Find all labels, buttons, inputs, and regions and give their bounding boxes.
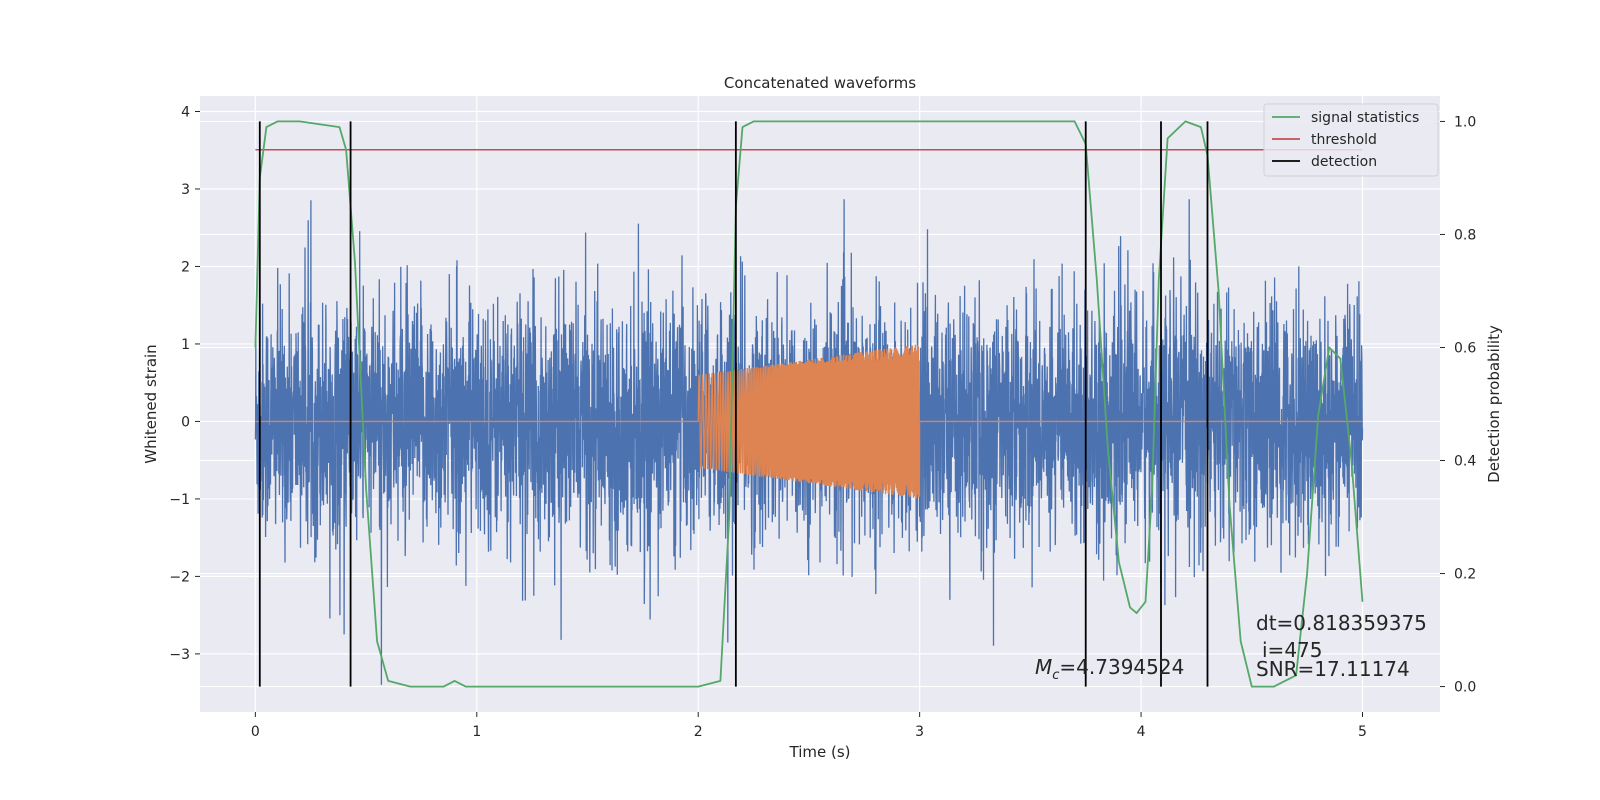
x-tick-label: 5 xyxy=(1358,724,1367,740)
legend-label-threshold: threshold xyxy=(1311,132,1377,148)
y-tick-label: 2 xyxy=(181,259,190,275)
noise-series xyxy=(254,199,1364,685)
chirp-mass-symbol: M xyxy=(1035,655,1052,679)
chart-title: Concatenated waveforms xyxy=(724,74,916,92)
x-axis-label: Time (s) xyxy=(789,743,851,761)
x-tick-label: 0 xyxy=(251,724,260,740)
annotations: Mc=4.7394524 dt=0.818359375 i=475 SNR=17… xyxy=(1035,611,1427,683)
detection-layer xyxy=(254,120,1364,688)
injected-series xyxy=(255,344,1363,499)
chirp-mass-annotation: Mc=4.7394524 xyxy=(1035,655,1184,683)
legend-box xyxy=(1263,103,1439,177)
y-axis-label: Whitened strain xyxy=(142,344,160,463)
dt-annotation: dt=0.818359375 xyxy=(1256,611,1427,635)
right-y-tick-label: 0.0 xyxy=(1454,680,1476,696)
y-tick-label: −1 xyxy=(169,492,190,508)
legend-label-statistic: signal statistics xyxy=(1311,110,1419,126)
legend-label-detection: detection xyxy=(1311,154,1377,170)
signal-statistics-line xyxy=(254,120,1364,688)
injected-waveform-line xyxy=(255,344,1363,499)
chirp-mass-value: =4.7394524 xyxy=(1059,655,1184,679)
y-tick-label: 0 xyxy=(181,414,190,430)
y-tick-label: 4 xyxy=(181,104,190,120)
right-y-tick-label: 0.2 xyxy=(1454,567,1476,583)
index-annotation: i=475 xyxy=(1262,638,1323,662)
x-tick-label: 1 xyxy=(472,724,481,740)
right-y-tick-label: 1.0 xyxy=(1454,114,1476,130)
y-tick-label: −3 xyxy=(169,647,190,663)
snr-annotation: SNR=17.11174 xyxy=(1256,657,1410,681)
y-tick-label: −2 xyxy=(169,569,190,585)
legend: signal statistics threshold detection xyxy=(1263,103,1439,177)
y-tick-label: 3 xyxy=(181,182,190,198)
x-tick-label: 3 xyxy=(915,724,924,740)
axis-ticks: 0 1 2 3 4 5 −3 −2 −1 0 1 2 3 4 0.0 0.2 0.4 0.6 0.8 1.0 xyxy=(169,104,1476,740)
x-tick-label: 2 xyxy=(694,724,703,740)
noise-line xyxy=(254,199,1364,685)
right-y-tick-label: 0.4 xyxy=(1454,454,1476,470)
right-y-tick-label: 0.6 xyxy=(1454,340,1476,356)
y-tick-label: 1 xyxy=(181,337,190,353)
right-y-tick-label: 0.8 xyxy=(1454,227,1476,243)
chirp-mass-subscript: c xyxy=(1052,668,1059,683)
x-tick-label: 4 xyxy=(1137,724,1146,740)
right-y-axis-label: Detection probability xyxy=(1485,325,1503,483)
